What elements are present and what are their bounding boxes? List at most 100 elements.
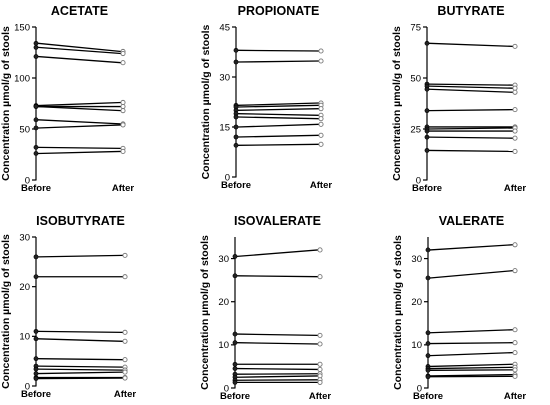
- subject-pair-line: [429, 366, 514, 370]
- subject-pair-line: [428, 149, 514, 153]
- x-tick-label-before: Before: [21, 389, 51, 400]
- point-after: [512, 350, 518, 356]
- y-tick-label: 30: [411, 254, 422, 265]
- point-after: [120, 122, 126, 128]
- subject-pair-line: [429, 363, 514, 368]
- point-after: [318, 121, 324, 127]
- subject-pair-line: [237, 143, 320, 146]
- y-axis-label: Concentration µmol/g of stools: [200, 24, 212, 179]
- point-after: [317, 274, 323, 280]
- x-tick-label-after: After: [504, 391, 526, 402]
- point-before: [233, 59, 239, 65]
- point-after: [318, 48, 324, 54]
- point-before: [33, 45, 39, 50]
- point-after: [512, 373, 518, 379]
- point-before: [424, 86, 430, 92]
- subject-pair-line: [429, 351, 514, 357]
- point-before: [33, 40, 39, 46]
- subject-pair-line: [429, 373, 514, 377]
- point-after: [512, 135, 518, 141]
- panel-title: BUTYRATE: [437, 4, 504, 18]
- point-after: [512, 128, 518, 134]
- point-after: [318, 106, 324, 112]
- point-before: [424, 40, 430, 46]
- subject-pair-line: [37, 150, 122, 155]
- subject-pair-line: [236, 367, 319, 371]
- subject-pair-line: [237, 104, 320, 108]
- point-before: [33, 356, 39, 362]
- point-after: [317, 379, 323, 385]
- panel-title: ISOBUTYRATE: [36, 214, 125, 228]
- y-axis-label: Concentration µmol/g of stools: [0, 26, 12, 181]
- x-tick-label-before: Before: [413, 391, 443, 402]
- point-before: [33, 376, 39, 381]
- y-axis-label: Concentration µmol/g of stools: [0, 234, 12, 389]
- point-after: [512, 148, 518, 154]
- point-after: [512, 367, 518, 373]
- point-before: [425, 374, 431, 380]
- point-before: [233, 142, 239, 148]
- point-after: [317, 341, 323, 347]
- subject-pair-line: [37, 119, 122, 125]
- subject-pair-line: [237, 123, 320, 128]
- point-after: [512, 340, 518, 346]
- subject-pair-line: [37, 358, 124, 361]
- x-tick-label-after: After: [112, 183, 134, 194]
- subject-pair-line: [237, 116, 320, 120]
- subject-pair-line: [237, 49, 320, 52]
- y-tick-label: 10: [218, 340, 229, 351]
- subject-pair-line: [37, 330, 124, 334]
- point-after: [317, 332, 323, 338]
- point-before: [33, 274, 39, 280]
- point-before: [33, 151, 39, 156]
- point-before: [233, 47, 239, 53]
- point-after: [512, 242, 518, 248]
- subject-pair-line: [37, 55, 122, 64]
- y-tick-label: 20: [19, 282, 30, 293]
- panel-title: VALERATE: [439, 214, 505, 228]
- y-tick-label: 0: [224, 383, 229, 394]
- subject-pair-line: [428, 127, 514, 130]
- subject-pair-line: [37, 101, 122, 107]
- panel-isobutyrate: ISOBUTYRATE Concentration µmol/g of stool…: [0, 214, 136, 400]
- point-before: [425, 330, 431, 336]
- point-after: [317, 361, 323, 367]
- panel-isovalerate: ISOVALERATE Concentration µmol/g of stool…: [199, 214, 331, 402]
- point-before: [33, 371, 39, 376]
- panel-title: ISOVALERATE: [234, 214, 321, 228]
- point-after: [318, 141, 324, 147]
- point-after: [120, 60, 126, 66]
- point-before: [33, 366, 39, 372]
- point-before: [424, 128, 430, 134]
- point-before: [232, 361, 238, 367]
- panel-title: PROPIONATE: [238, 4, 320, 18]
- subject-pair-line: [37, 254, 124, 258]
- point-before: [33, 144, 39, 150]
- subject-pair-line: [37, 124, 122, 129]
- point-after: [120, 104, 126, 110]
- subject-pair-line: [37, 371, 124, 375]
- panel-butyrate: BUTYRATE Concentration µmol/g of stools 0 2…: [391, 4, 526, 194]
- subject-pair-line: [37, 365, 124, 368]
- y-tick-label: 0: [416, 175, 421, 186]
- point-after: [122, 329, 128, 335]
- x-tick-label-after: After: [504, 183, 526, 194]
- y-tick-label: 50: [410, 73, 421, 84]
- point-after: [120, 108, 126, 114]
- subject-pair-line: [37, 42, 122, 53]
- y-tick-label: 30: [218, 254, 229, 265]
- point-after: [120, 148, 126, 154]
- subject-pair-line: [236, 375, 319, 378]
- y-tick-label: 45: [219, 22, 230, 33]
- y-tick-label: 25: [410, 124, 421, 135]
- point-before: [425, 353, 431, 359]
- subject-pair-line: [236, 333, 319, 337]
- point-after: [122, 252, 128, 258]
- y-tick-label: 15: [219, 122, 230, 133]
- subject-pair-line: [236, 275, 319, 278]
- point-after: [512, 327, 518, 333]
- point-before: [33, 328, 39, 334]
- subject-pair-line: [428, 85, 514, 89]
- point-after: [318, 58, 324, 64]
- point-after: [122, 338, 128, 344]
